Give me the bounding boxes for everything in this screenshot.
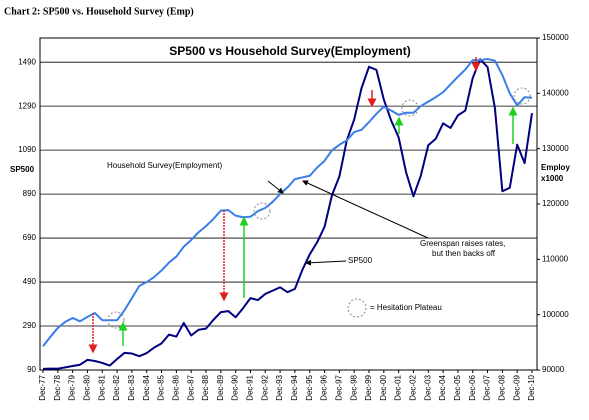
annotation: SP500 (348, 256, 373, 265)
x-tick-label: Dec-98 (349, 374, 358, 400)
y-tick-label: 90 (27, 365, 36, 374)
y-tick-label: 1290 (18, 101, 36, 110)
y-tick-label: 890 (23, 189, 37, 198)
x-tick-label: Dec-91 (246, 374, 255, 400)
x-tick-label: Dec-08 (497, 374, 506, 400)
annotation: Household Survey(Employment) (107, 161, 222, 170)
x-tick-label: Dec-93 (275, 374, 284, 400)
y2-tick-label: 100000 (542, 310, 569, 319)
y2-axis-label: x1000 (541, 174, 564, 183)
x-tick-label: Dec-05 (453, 374, 462, 400)
x-tick-label: Dec-03 (423, 374, 432, 400)
y-tick-label: 1090 (18, 145, 36, 154)
x-tick-label: Dec-88 (201, 374, 210, 400)
x-tick-label: Dec-81 (97, 374, 106, 400)
x-tick-label: Dec-00 (379, 374, 388, 400)
plateau-circle (253, 202, 271, 220)
plateau-circle (401, 99, 419, 117)
y2-tick-label: 150000 (542, 33, 569, 42)
x-tick-label: Dec-77 (38, 374, 47, 400)
chart-title: SP500 vs Household Survey(Employment) (169, 44, 410, 58)
y2-tick-label: 110000 (542, 254, 569, 263)
x-tick-label: Dec-86 (171, 374, 180, 400)
x-tick-label: Dec-83 (127, 374, 136, 400)
series-line (42, 58, 533, 347)
y-tick-label: 490 (23, 277, 37, 286)
plateau-circle (513, 87, 531, 105)
annotation: Greenspan raises rates, (420, 239, 505, 248)
x-tick-label: Dec-07 (483, 374, 492, 400)
x-tick-label: Dec-01 (394, 374, 403, 400)
annotation-arrow (267, 180, 284, 194)
x-tick-label: Dec-04 (438, 374, 447, 400)
page-title: Chart 2: SP500 vs. Household Survey (Emp… (4, 6, 194, 17)
y2-tick-label: 130000 (542, 144, 569, 153)
x-tick-label: Dec-90 (231, 374, 240, 400)
x-tick-label: Dec-84 (142, 374, 151, 400)
x-tick-label: Dec-94 (290, 374, 299, 400)
plateau-circle (107, 311, 125, 329)
x-tick-label: Dec-87 (186, 374, 195, 400)
x-tick-label: Dec-89 (216, 374, 225, 400)
annotation-arrow (302, 180, 429, 239)
x-tick-label: Dec-80 (83, 374, 92, 400)
x-tick-label: Dec-10 (527, 374, 536, 400)
y2-axis-label: Employ (541, 163, 570, 172)
legend-circle (347, 298, 367, 318)
x-tick-label: Dec-95 (305, 374, 314, 400)
x-tick-label: Dec-85 (157, 374, 166, 400)
x-tick-label: Dec-82 (112, 374, 121, 400)
y-tick-label: 290 (23, 321, 37, 330)
series-line (42, 58, 533, 370)
x-tick-label: Dec-79 (68, 374, 77, 400)
x-tick-label: Dec-96 (320, 374, 329, 400)
x-tick-label: Dec-06 (468, 374, 477, 400)
y-axis-label: SP500 (10, 165, 35, 174)
annotations: Household Survey(Employment) Greenspan r… (88, 57, 531, 354)
plot-area (39, 37, 538, 371)
y-tick-label: 1490 (18, 57, 36, 66)
x-tick-label: Dec-02 (409, 374, 418, 400)
annotation: but then backs off (432, 249, 496, 258)
y2-tick-label: 140000 (542, 88, 569, 97)
x-tick-label: Dec-78 (53, 374, 62, 400)
annotation: = Hesitation Plateau (370, 303, 442, 312)
y2-tick-label: 90000 (542, 365, 565, 374)
x-tick-label: Dec-09 (512, 374, 521, 400)
x-tick-label: Dec-92 (260, 374, 269, 400)
annotation-arrow (305, 259, 347, 266)
x-tick-label: Dec-99 (364, 374, 373, 400)
y-tick-label: 690 (23, 233, 37, 242)
x-tick-label: Dec-97 (334, 374, 343, 400)
y2-tick-label: 120000 (542, 199, 569, 208)
